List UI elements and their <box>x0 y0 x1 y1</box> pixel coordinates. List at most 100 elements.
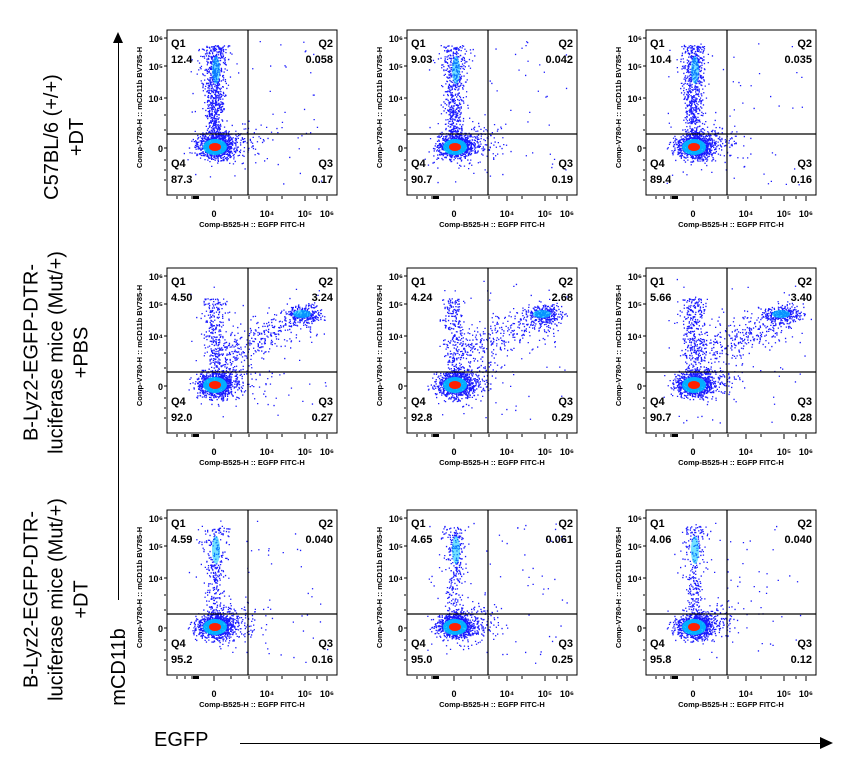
y-axis-ticks <box>404 37 407 181</box>
panel-y-axis-label: Comp-V780-H :: mCD11b BV785-H <box>614 285 623 406</box>
x-tick-label: 10⁶ <box>560 209 574 219</box>
x-tick-label: 10⁶ <box>560 689 574 699</box>
quadrant-name-q2: Q2 <box>797 276 812 288</box>
event-dots <box>187 520 329 663</box>
quadrant-value-q2: 0.061 <box>545 534 573 546</box>
x-axis-title: EGFP <box>154 729 209 751</box>
x-tick-label: 0 <box>690 209 695 219</box>
panel-y-axis-label: Comp-V780-H :: mCD11b BV785-H <box>135 285 144 406</box>
event-dots <box>427 522 568 664</box>
x-tick-label: 10⁴ <box>500 689 514 699</box>
panel-y-axis-label: Comp-V780-H :: mCD11b BV785-H <box>135 47 144 168</box>
quadrant-value-q2: 0.035 <box>784 54 812 66</box>
quadrant-name-q3: Q3 <box>558 158 573 170</box>
y-tick-label: 0 <box>637 624 642 634</box>
x-axis-ticks <box>176 196 328 201</box>
y-tick-label: 10⁵ <box>628 62 642 72</box>
y-axis-ticks <box>643 517 646 661</box>
x-axis-ticks <box>655 676 807 681</box>
x-axis-ticks <box>176 434 328 439</box>
quadrant-value-q4: 92.0 <box>171 412 192 424</box>
core-region <box>449 623 461 631</box>
flow-panel-r3-c3: Q1 4.06 Q2 0.040 Q3 0.12 Q4 95.8 0 10⁴ 10⁵ 10⁶ 0 10⁴ 1… <box>614 509 817 709</box>
x-axis-ticks <box>655 434 807 439</box>
quadrant-value-q2: 2.68 <box>552 292 573 304</box>
x-tick-label: 10⁵ <box>538 447 552 457</box>
y-axis-ticks <box>404 517 407 661</box>
y-tick-label: 10⁶ <box>628 514 642 524</box>
quadrant-value-q1: 4.50 <box>171 292 192 304</box>
quadrant-name-q2: Q2 <box>797 518 812 530</box>
y-tick-label: 10⁶ <box>389 272 403 282</box>
panel-frame <box>406 509 578 676</box>
panel-y-axis-label: Comp-V780-H :: mCD11b BV785-H <box>614 527 623 648</box>
x-tick-label: 10⁵ <box>298 447 312 457</box>
core-region <box>209 381 221 389</box>
y-tick-label: 10⁵ <box>389 300 403 310</box>
stem-density <box>452 56 460 84</box>
quadrant-name-q1: Q1 <box>411 276 426 288</box>
y-tick-label: 10⁵ <box>628 300 642 310</box>
panel-frame <box>166 29 338 196</box>
x-tick-label: 10⁶ <box>320 447 334 457</box>
y-tick-label: 0 <box>398 382 403 392</box>
panel-x-axis-label: Comp-B525-H :: EGFP FITC-H <box>678 220 784 229</box>
y-tick-label: 10⁴ <box>389 574 403 584</box>
stem-density <box>212 536 220 564</box>
x-tick-label: 0 <box>451 689 456 699</box>
panel-frame <box>166 509 338 676</box>
quadrant-value-q1: 4.06 <box>650 534 671 546</box>
quadrant-value-q4: 90.7 <box>650 412 671 424</box>
core-region <box>209 143 221 151</box>
quadrant-value-q2: 3.40 <box>791 292 812 304</box>
y-axis-ticks <box>164 275 167 419</box>
panel-y-axis-label: Comp-V780-H :: mCD11b BV785-H <box>135 527 144 648</box>
x-tick-cluster <box>193 196 199 199</box>
x-tick-cluster <box>672 434 678 437</box>
quadrant-name-q4: Q4 <box>171 638 187 650</box>
panel-y-axis-label: Comp-V780-H :: mCD11b BV785-H <box>375 285 384 406</box>
quadrant-name-q1: Q1 <box>650 38 665 50</box>
y-axis-ticks <box>404 275 407 419</box>
x-axis-arrowhead-icon <box>820 737 833 749</box>
event-dots <box>663 278 812 424</box>
panel-y-axis-label: Comp-V780-H :: mCD11b BV785-H <box>375 47 384 168</box>
panel-x-axis-label: Comp-B525-H :: EGFP FITC-H <box>439 458 545 467</box>
quadrant-name-q1: Q1 <box>411 38 426 50</box>
flow-panel-r1-c3: Q1 10.4 Q2 0.035 Q3 0.16 Q4 89.4 0 10⁴ 10⁵ 10⁶ 0 10⁴ 1… <box>614 29 817 229</box>
quadrant-value-q3: 0.19 <box>552 174 573 186</box>
panel-y-axis-label: Comp-V780-H :: mCD11b BV785-H <box>375 527 384 648</box>
quadrant-name-q4: Q4 <box>411 158 427 170</box>
x-tick-label: 0 <box>211 447 216 457</box>
core-region <box>209 623 221 631</box>
x-tick-label: 10⁴ <box>500 209 514 219</box>
panel-x-axis-label: Comp-B525-H :: EGFP FITC-H <box>199 220 305 229</box>
x-tick-cluster <box>433 676 439 679</box>
quadrant-name-q1: Q1 <box>650 276 665 288</box>
quadrant-name-q1: Q1 <box>650 518 665 530</box>
y-tick-label: 10⁴ <box>149 94 163 104</box>
stem-density <box>212 56 220 84</box>
quadrant-name-q1: Q1 <box>171 518 186 530</box>
core-region <box>449 143 461 151</box>
x-tick-label: 10⁵ <box>538 209 552 219</box>
panel-frame <box>645 509 817 676</box>
quadrant-name-q1: Q1 <box>171 38 186 50</box>
y-tick-label: 0 <box>158 382 163 392</box>
y-tick-label: 10⁶ <box>389 514 403 524</box>
flow-panel-r2-c2: Q1 4.24 Q2 2.68 Q3 0.29 Q4 92.8 0 10⁴ 10⁵ 10⁶ 0 10⁴ 10… <box>375 267 578 467</box>
egfp-positive-density <box>772 310 790 318</box>
quadrant-value-q4: 87.3 <box>171 174 192 186</box>
quadrant-name-q4: Q4 <box>171 396 187 408</box>
quadrant-value-q3: 0.12 <box>791 654 812 666</box>
quadrant-name-q1: Q1 <box>171 276 186 288</box>
quadrant-name-q4: Q4 <box>650 396 666 408</box>
y-tick-label: 10⁴ <box>149 332 163 342</box>
y-tick-label: 10⁵ <box>149 542 163 552</box>
quadrant-name-q4: Q4 <box>411 638 427 650</box>
x-axis-arrow <box>240 743 823 744</box>
quadrant-name-q3: Q3 <box>318 158 333 170</box>
quadrant-name-q2: Q2 <box>318 518 333 530</box>
quadrant-value-q2: 0.040 <box>305 534 333 546</box>
x-tick-label: 10⁴ <box>739 209 753 219</box>
